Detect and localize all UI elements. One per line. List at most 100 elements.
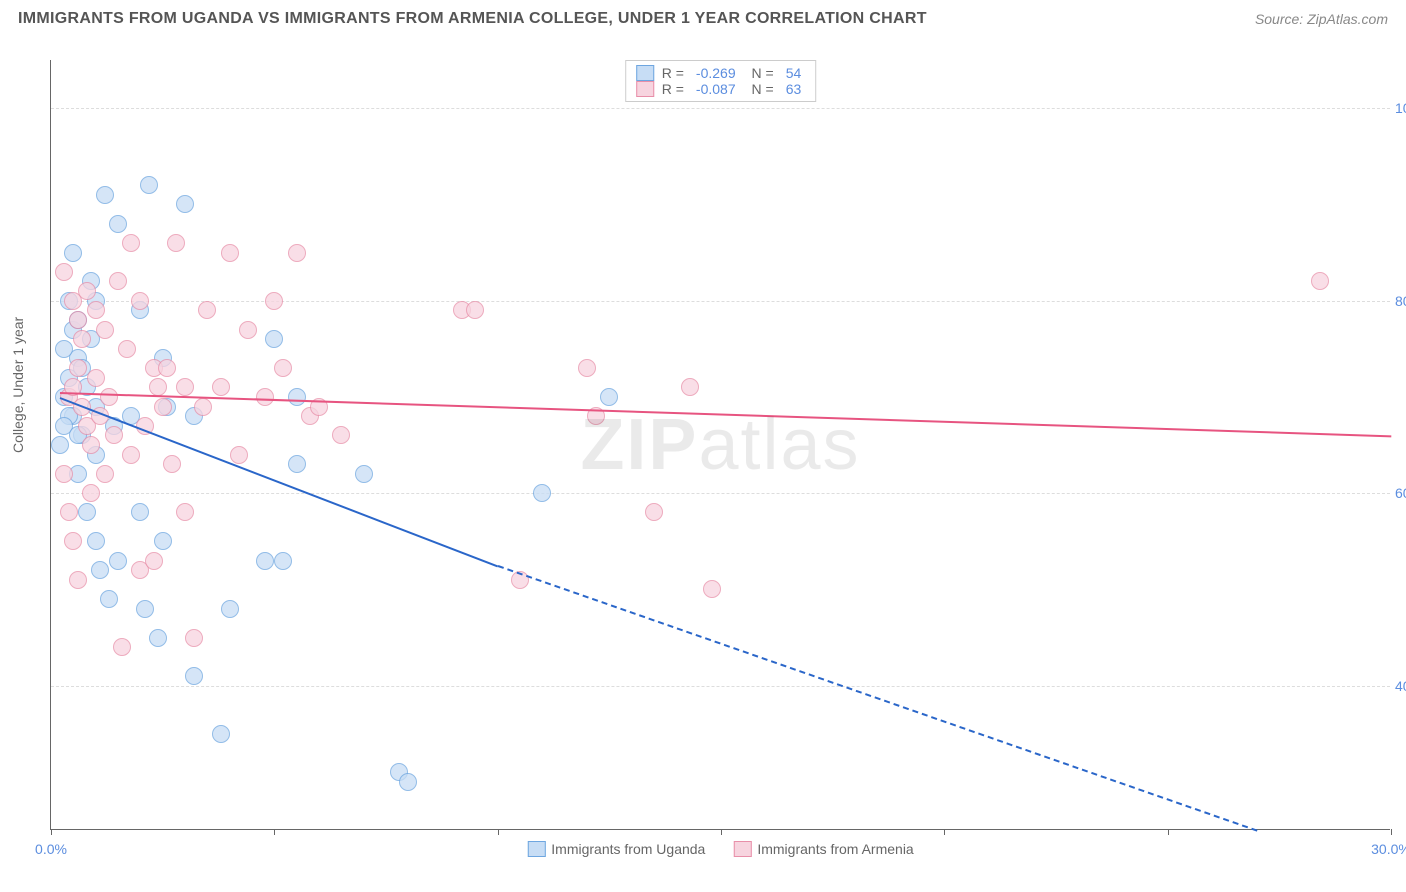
data-point	[82, 484, 100, 502]
data-point	[221, 244, 239, 262]
data-point	[96, 186, 114, 204]
data-point	[176, 195, 194, 213]
legend-swatch-armenia	[636, 81, 654, 97]
data-point	[105, 426, 123, 444]
data-point	[198, 301, 216, 319]
data-point	[167, 234, 185, 252]
legend-bottom: Immigrants from Uganda Immigrants from A…	[527, 841, 913, 857]
data-point	[1311, 272, 1329, 290]
legend-label-uganda: Immigrants from Uganda	[551, 841, 705, 857]
data-point	[73, 330, 91, 348]
x-tick	[721, 829, 722, 835]
r-label: R =	[662, 65, 684, 81]
data-point	[703, 580, 721, 598]
data-point	[96, 465, 114, 483]
x-tick	[1168, 829, 1169, 835]
data-point	[78, 503, 96, 521]
data-point	[158, 359, 176, 377]
chart-header: IMMIGRANTS FROM UGANDA VS IMMIGRANTS FRO…	[18, 10, 1388, 28]
n-value-armenia: 63	[786, 81, 802, 97]
source-attribution: Source: ZipAtlas.com	[1255, 11, 1388, 27]
n-label: N =	[748, 65, 774, 81]
data-point	[55, 340, 73, 358]
chart-title: IMMIGRANTS FROM UGANDA VS IMMIGRANTS FRO…	[18, 10, 927, 28]
plot-area: ZIPatlas R = -0.269 N = 54 R = -0.087 N …	[50, 60, 1390, 830]
data-point	[154, 532, 172, 550]
x-tick	[1391, 829, 1392, 835]
gridline-horizontal	[51, 301, 1390, 302]
data-point	[149, 378, 167, 396]
data-point	[64, 244, 82, 262]
y-tick-label: 60.0%	[1395, 485, 1406, 501]
data-point	[64, 532, 82, 550]
data-point	[256, 388, 274, 406]
data-point	[82, 436, 100, 454]
y-tick-label: 40.0%	[1395, 678, 1406, 694]
data-point	[288, 455, 306, 473]
legend-row-uganda: R = -0.269 N = 54	[636, 65, 806, 81]
data-point	[681, 378, 699, 396]
data-point	[645, 503, 663, 521]
data-point	[533, 484, 551, 502]
legend-swatch-armenia	[733, 841, 751, 857]
data-point	[163, 455, 181, 473]
data-point	[185, 667, 203, 685]
data-point	[256, 552, 274, 570]
data-point	[265, 292, 283, 310]
y-tick-label: 100.0%	[1395, 100, 1406, 116]
x-tick-label: 30.0%	[1371, 841, 1406, 857]
data-point	[176, 503, 194, 521]
x-tick	[51, 829, 52, 835]
data-point	[100, 590, 118, 608]
r-value-uganda: -0.269	[696, 65, 736, 81]
x-tick	[498, 829, 499, 835]
data-point	[91, 561, 109, 579]
data-point	[154, 398, 172, 416]
data-point	[578, 359, 596, 377]
data-point	[136, 600, 154, 618]
gridline-horizontal	[51, 493, 1390, 494]
data-point	[131, 292, 149, 310]
data-point	[51, 436, 69, 454]
data-point	[274, 359, 292, 377]
data-point	[194, 398, 212, 416]
data-point	[69, 359, 87, 377]
legend-item-armenia: Immigrants from Armenia	[733, 841, 913, 857]
data-point	[69, 311, 87, 329]
legend-row-armenia: R = -0.087 N = 63	[636, 81, 806, 97]
data-point	[466, 301, 484, 319]
n-label: N =	[748, 81, 774, 97]
data-point	[60, 503, 78, 521]
data-point	[109, 552, 127, 570]
data-point	[118, 340, 136, 358]
data-point	[55, 263, 73, 281]
legend-item-uganda: Immigrants from Uganda	[527, 841, 705, 857]
data-point	[212, 725, 230, 743]
data-point	[288, 388, 306, 406]
trendline	[60, 392, 1391, 437]
data-point	[87, 369, 105, 387]
x-tick-label: 0.0%	[35, 841, 67, 857]
legend-swatch-uganda	[527, 841, 545, 857]
data-point	[185, 629, 203, 647]
data-point	[145, 552, 163, 570]
data-point	[176, 378, 194, 396]
data-point	[131, 503, 149, 521]
data-point	[96, 321, 114, 339]
data-point	[140, 176, 158, 194]
data-point	[100, 388, 118, 406]
gridline-horizontal	[51, 686, 1390, 687]
data-point	[113, 638, 131, 656]
trendline	[60, 397, 498, 567]
data-point	[239, 321, 257, 339]
data-point	[274, 552, 292, 570]
data-point	[69, 571, 87, 589]
data-point	[212, 378, 230, 396]
data-point	[332, 426, 350, 444]
n-value-uganda: 54	[786, 65, 802, 81]
legend-label-armenia: Immigrants from Armenia	[757, 841, 913, 857]
data-point	[122, 446, 140, 464]
data-point	[221, 600, 239, 618]
data-point	[230, 446, 248, 464]
data-point	[600, 388, 618, 406]
